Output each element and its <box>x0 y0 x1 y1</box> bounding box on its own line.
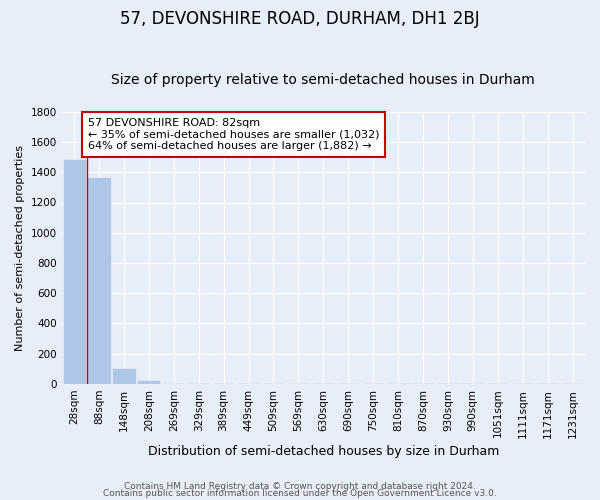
Bar <box>138 380 160 384</box>
Title: Size of property relative to semi-detached houses in Durham: Size of property relative to semi-detach… <box>112 73 535 87</box>
Bar <box>113 369 134 384</box>
Text: Contains public sector information licensed under the Open Government Licence v3: Contains public sector information licen… <box>103 490 497 498</box>
Text: 57, DEVONSHIRE ROAD, DURHAM, DH1 2BJ: 57, DEVONSHIRE ROAD, DURHAM, DH1 2BJ <box>120 10 480 28</box>
Bar <box>88 178 110 384</box>
Bar <box>64 160 85 384</box>
Y-axis label: Number of semi-detached properties: Number of semi-detached properties <box>15 145 25 351</box>
Text: Contains HM Land Registry data © Crown copyright and database right 2024.: Contains HM Land Registry data © Crown c… <box>124 482 476 491</box>
Text: 57 DEVONSHIRE ROAD: 82sqm
← 35% of semi-detached houses are smaller (1,032)
64% : 57 DEVONSHIRE ROAD: 82sqm ← 35% of semi-… <box>88 118 379 151</box>
X-axis label: Distribution of semi-detached houses by size in Durham: Distribution of semi-detached houses by … <box>148 444 499 458</box>
